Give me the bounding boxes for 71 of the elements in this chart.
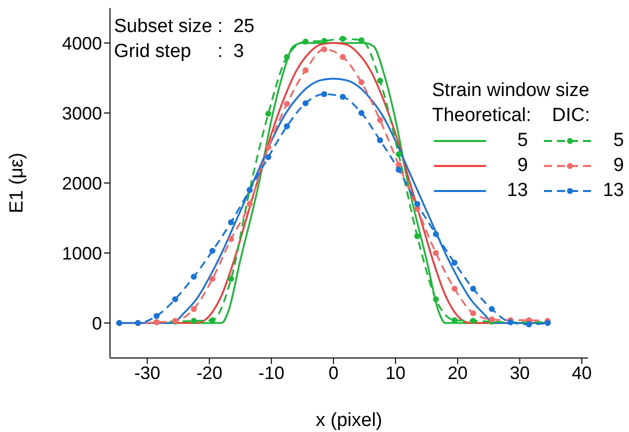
point xyxy=(302,38,309,45)
point xyxy=(470,286,476,292)
y-tick-label: 0 xyxy=(92,313,102,334)
point xyxy=(358,110,364,116)
point xyxy=(228,236,234,242)
point xyxy=(414,233,420,240)
x-tick-label: 20 xyxy=(448,362,468,383)
annotation: Grid step : 3 xyxy=(114,40,245,64)
point xyxy=(284,54,290,60)
point xyxy=(488,316,495,322)
x-tick-label: 0 xyxy=(328,362,338,383)
point xyxy=(284,100,290,107)
point xyxy=(377,117,384,123)
annotation: DIC: xyxy=(552,104,590,128)
annotation: Theoretical: xyxy=(432,104,532,128)
point xyxy=(452,260,458,266)
x-axis-title: x (pixel) xyxy=(316,410,382,431)
point xyxy=(321,46,328,52)
point xyxy=(246,201,253,207)
point xyxy=(154,313,160,319)
point xyxy=(432,231,439,238)
point xyxy=(190,274,197,280)
point xyxy=(452,286,458,292)
point xyxy=(432,250,439,256)
point xyxy=(470,318,476,324)
point xyxy=(302,100,309,106)
point xyxy=(228,219,234,226)
legend-label: 9 xyxy=(612,154,624,178)
point xyxy=(265,110,272,117)
legend-title: Strain window size xyxy=(432,79,590,103)
point xyxy=(340,54,346,60)
legend-label: 13 xyxy=(506,179,529,203)
point xyxy=(321,38,328,44)
legend-label: 9 xyxy=(516,154,529,178)
point xyxy=(432,296,439,302)
point xyxy=(228,276,234,282)
point xyxy=(396,151,402,158)
point xyxy=(265,154,272,160)
point xyxy=(302,67,309,74)
point xyxy=(284,123,290,130)
point xyxy=(377,137,384,144)
x-tick-label: 30 xyxy=(510,362,530,383)
point xyxy=(488,306,495,312)
legend-label: 13 xyxy=(602,179,624,203)
x-tick-label: -30 xyxy=(134,362,160,383)
point xyxy=(190,318,197,324)
point xyxy=(414,201,420,207)
y-tick-label: 2000 xyxy=(62,173,102,194)
y-tick-label: 1000 xyxy=(62,243,102,264)
point xyxy=(340,94,346,100)
point xyxy=(321,91,328,98)
point xyxy=(209,276,216,282)
point xyxy=(209,248,216,254)
point xyxy=(396,166,402,173)
point xyxy=(172,296,178,302)
legend-label: 5 xyxy=(612,129,624,153)
point xyxy=(190,306,197,312)
point xyxy=(377,78,384,84)
annotation: Subset size : 25 xyxy=(114,15,254,39)
point xyxy=(340,36,346,42)
x-tick-label: -20 xyxy=(196,362,222,383)
point xyxy=(470,310,476,316)
point xyxy=(358,79,364,86)
point xyxy=(265,144,272,150)
y-tick-label: 4000 xyxy=(62,33,102,54)
x-tick-label: 10 xyxy=(386,362,406,383)
legend-label: 5 xyxy=(516,129,529,153)
y-tick-label: 3000 xyxy=(62,103,102,124)
x-tick-label: 40 xyxy=(572,362,592,383)
y-axis-title: E1 (με) xyxy=(6,152,28,214)
x-tick-label: -10 xyxy=(258,362,284,383)
